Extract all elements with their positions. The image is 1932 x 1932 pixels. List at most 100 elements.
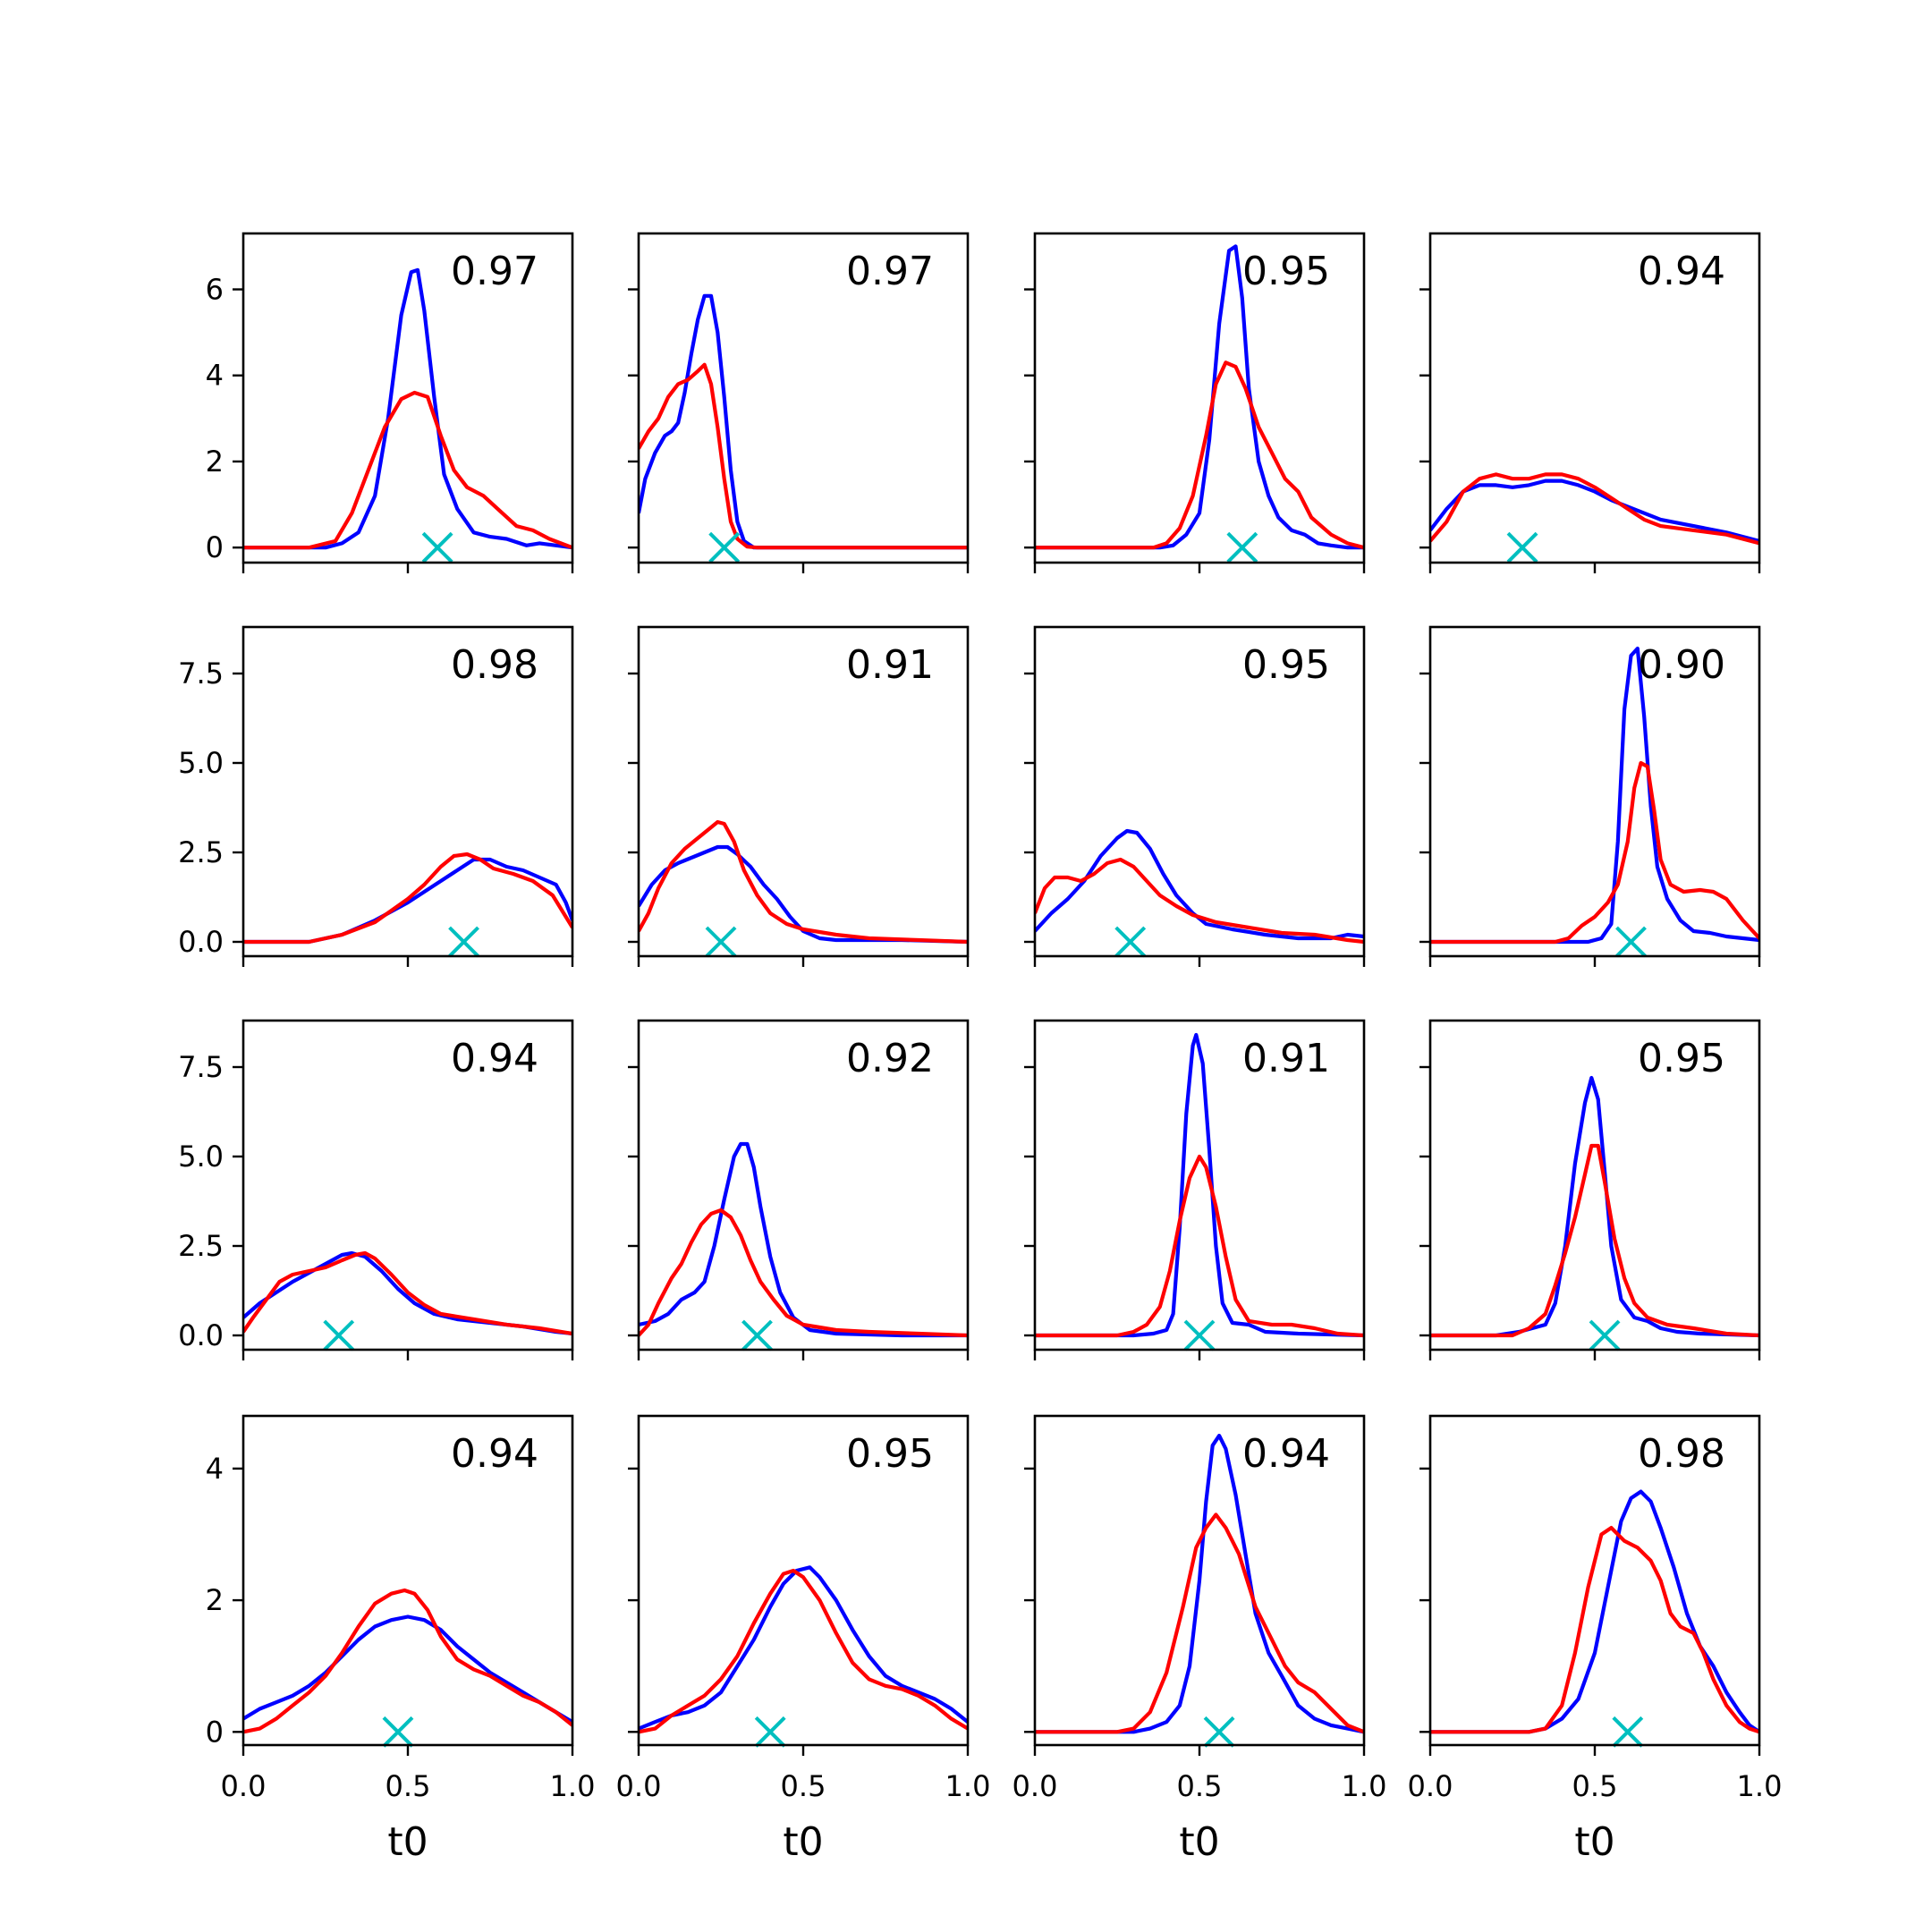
subplot-r2c0: 0.0 2.5 5.0 7.5 0.94 (178, 1019, 574, 1360)
series-line-red (1035, 1513, 1364, 1734)
series-line-blue (1035, 828, 1364, 941)
true-value-marker (382, 1716, 414, 1748)
series-line-red (1035, 1154, 1364, 1338)
subplot-r0c2: 0.95 (1024, 232, 1366, 573)
series-line-blue (639, 1565, 968, 1731)
series-line-red (639, 1568, 968, 1734)
correlation-label: 0.97 (451, 249, 538, 294)
series-line-red (1430, 760, 1759, 945)
subplot-r1c2: 0.95 (1024, 625, 1366, 967)
true-value-marker (1506, 531, 1538, 564)
x-tick-label: 0.0 (616, 1769, 662, 1803)
series-line-blue (1430, 1489, 1759, 1734)
subplot-r1c0: 0.0 2.5 5.0 7.5 0.98 (178, 625, 574, 967)
subplot-r0c3: 0.94 (1419, 232, 1761, 573)
x-tick-label: 0.0 (1013, 1769, 1058, 1803)
correlation-label: 0.94 (451, 1431, 538, 1477)
true-value-marker (323, 1319, 355, 1352)
subplot-r2c1: 0.92 (628, 1019, 970, 1360)
x-tick-label: 0.5 (1572, 1769, 1618, 1803)
subplot-r0c0: 0 2 4 6 0.97 (206, 232, 574, 573)
y-tick-label: 0 (206, 530, 224, 564)
correlation-label: 0.91 (1242, 1036, 1330, 1081)
y-tick-label: 0.0 (178, 1318, 224, 1352)
series-line-red (1430, 1143, 1759, 1338)
series-line-red (243, 390, 572, 550)
true-value-marker (421, 531, 453, 564)
true-value-marker (1226, 531, 1258, 564)
y-tick-label: 2.5 (178, 1229, 224, 1263)
y-tick-label: 6 (206, 273, 224, 307)
y-tick-label: 4 (206, 1452, 224, 1486)
series-line-red (243, 1250, 572, 1336)
y-tick-label: 2.5 (178, 835, 224, 869)
subplot-r3c2: 0.0 0.5 1.0 0.94 t0 (1013, 1414, 1387, 1865)
series-line-red (639, 1208, 968, 1338)
series-line-blue (1430, 646, 1759, 945)
correlation-label: 0.92 (846, 1036, 934, 1081)
correlation-label: 0.95 (1242, 249, 1330, 294)
series-line-blue (1035, 1434, 1364, 1734)
correlation-label: 0.97 (846, 249, 934, 294)
subplot-r1c3: 0.90 (1419, 625, 1761, 967)
y-tick-label: 5.0 (178, 1140, 224, 1174)
series-line-blue (1035, 244, 1364, 550)
y-tick-label: 2 (206, 445, 224, 479)
correlation-label: 0.94 (1638, 249, 1725, 294)
series-line-red (243, 1588, 572, 1734)
true-value-marker (741, 1319, 773, 1352)
correlation-label: 0.98 (1638, 1431, 1725, 1477)
true-value-marker (1612, 1716, 1644, 1748)
x-axis-label: t0 (1179, 1819, 1219, 1865)
x-tick-label: 1.0 (1737, 1769, 1783, 1803)
y-tick-label: 0.0 (178, 925, 224, 959)
series-line-blue (243, 267, 572, 550)
series-line-blue (639, 1141, 968, 1338)
y-tick-label: 7.5 (178, 657, 224, 691)
subplot-r2c3: 0.95 (1419, 1019, 1761, 1360)
x-tick-label: 1.0 (1342, 1769, 1387, 1803)
x-tick-label: 0.5 (386, 1769, 431, 1803)
x-tick-label: 0.5 (1177, 1769, 1223, 1803)
true-value-marker (448, 926, 479, 958)
y-tick-label: 2 (206, 1583, 224, 1617)
correlation-label: 0.95 (1242, 642, 1330, 688)
x-tick-label: 0.0 (221, 1769, 267, 1803)
x-tick-label: 1.0 (550, 1769, 596, 1803)
series-line-red (1430, 1526, 1759, 1734)
series-line-blue (243, 1614, 572, 1724)
y-tick-label: 7.5 (178, 1050, 224, 1084)
correlation-label: 0.94 (451, 1036, 538, 1081)
subplot-r3c0: 0 2 4 0.0 0.5 1.0 0.94 t0 (206, 1414, 596, 1865)
series-line-red (1035, 360, 1364, 550)
series-line-red (1035, 857, 1364, 945)
true-value-marker (708, 531, 741, 564)
series-line-blue (1035, 1032, 1364, 1338)
subplot-r0c1: 0.97 (628, 232, 970, 573)
y-tick-label: 5.0 (178, 746, 224, 780)
series-line-blue (1430, 1075, 1759, 1338)
true-value-marker (754, 1716, 786, 1748)
series-line-blue (639, 844, 968, 945)
correlation-label: 0.98 (451, 642, 538, 688)
correlation-label: 0.90 (1638, 642, 1725, 688)
subplot-grid: 0 2 4 6 0.97 0.97 0.95 0.94 0.0 2.5 5.0 7.5 0.98 0.91… (178, 232, 1783, 1865)
y-tick-label: 4 (206, 359, 224, 393)
subplot-r3c3: 0.0 0.5 1.0 0.98 t0 (1408, 1414, 1783, 1865)
true-value-marker (1183, 1319, 1216, 1352)
true-value-marker (1203, 1716, 1235, 1748)
series-line-red (639, 362, 968, 550)
correlation-label: 0.91 (846, 642, 934, 688)
series-line-red (1430, 472, 1759, 546)
x-tick-label: 1.0 (945, 1769, 991, 1803)
correlation-label: 0.95 (846, 1431, 934, 1477)
series-line-blue (1430, 479, 1759, 543)
true-value-marker (705, 926, 737, 958)
subplot-r2c2: 0.91 (1024, 1019, 1366, 1360)
x-axis-label: t0 (1574, 1819, 1614, 1865)
subplot-r3c1: 0.0 0.5 1.0 0.95 t0 (616, 1414, 991, 1865)
correlation-label: 0.95 (1638, 1036, 1725, 1081)
x-tick-label: 0.0 (1408, 1769, 1453, 1803)
true-value-marker (1615, 926, 1647, 958)
